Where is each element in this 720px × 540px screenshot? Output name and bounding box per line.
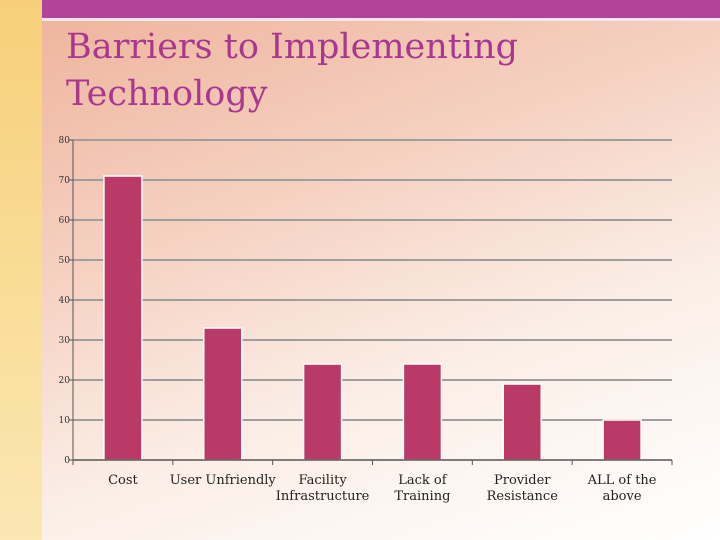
category-label: Lack of Training [394,473,450,504]
bar [602,419,642,461]
category-label: ALL of the above [587,473,657,504]
axes [69,139,673,465]
y-tick-label: 0 [64,456,70,466]
gridlines [73,139,672,421]
y-tick-label: 70 [59,176,71,186]
category-label: Cost [108,473,138,488]
category-label-line: User Unfriendly [170,473,277,488]
y-tick-label: 60 [59,216,71,226]
y-tick-label: 30 [59,336,71,346]
left-accent-strip [0,0,42,540]
category-label-line: Provider [494,473,551,488]
bar [402,363,443,461]
category-label-line: Infrastructure [276,489,370,504]
category-label-line: Training [394,489,450,504]
y-tick-label: 80 [59,136,71,146]
bar [103,175,143,461]
category-label: Provider Resistance [487,473,559,504]
category-label-line: above [603,489,642,504]
category-label-line: Facility [298,473,347,488]
title-line-2: Technology [66,74,268,114]
category-label-line: Lack of [398,473,448,488]
bar [203,327,243,461]
y-tick-label: 20 [59,376,71,386]
bars [103,175,642,461]
y-tick-label: 50 [59,256,71,266]
y-tick-label: 10 [59,416,71,426]
top-accent-bar [42,0,720,18]
bar [502,383,542,461]
category-label-line: Resistance [487,489,559,504]
bar [302,363,343,461]
top-accent-line [42,18,720,21]
category-label-line: Cost [108,473,138,488]
y-tick-label: 40 [59,296,71,306]
category-label: User Unfriendly [170,473,277,488]
title-line-1: Barriers to Implementing [66,27,519,67]
slide-title: Barriers to Implementing Technology [66,24,666,118]
category-label-line: ALL of the [587,473,657,488]
category-label: Facility Infrastructure [276,473,370,504]
